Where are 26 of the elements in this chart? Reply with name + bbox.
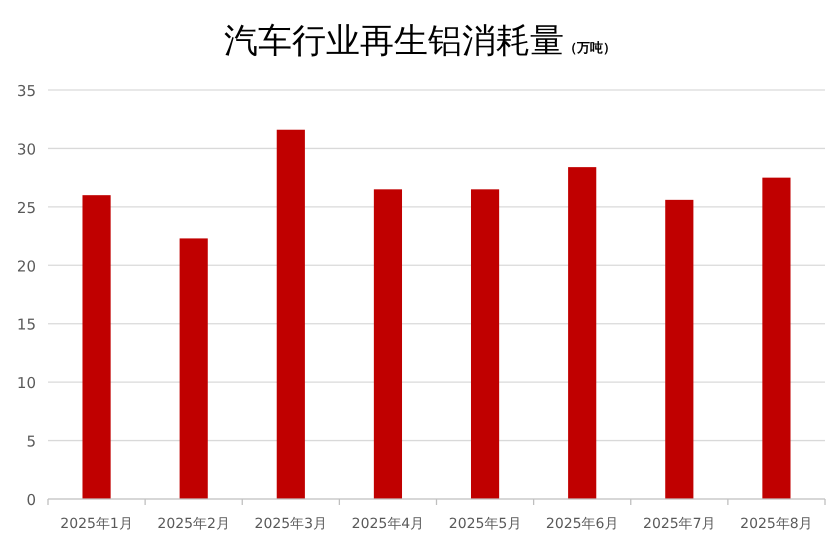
bar <box>180 238 208 499</box>
x-tick-label: 2025年8月 <box>740 516 813 532</box>
y-tick-label: 25 <box>16 198 36 217</box>
x-tick-label: 2025年4月 <box>352 516 424 532</box>
x-tick-label: 2025年7月 <box>643 516 716 532</box>
bar <box>276 130 305 499</box>
x-tick-label: 2025年2月 <box>157 516 230 532</box>
x-tick-label: 2025年5月 <box>448 516 522 532</box>
bar <box>665 200 694 499</box>
y-tick-label: 15 <box>16 316 36 334</box>
y-tick-label: 10 <box>16 374 36 392</box>
x-tick-label: 2025年3月 <box>254 516 328 532</box>
y-tick-label: 20 <box>16 257 36 276</box>
bar <box>82 195 111 499</box>
x-tick-label: 2025年1月 <box>60 516 133 532</box>
bar <box>568 167 596 499</box>
bar <box>374 189 402 499</box>
y-tick-label: 0 <box>26 491 36 509</box>
chart-title: 汽车行业再生铝消耗量 <box>224 21 564 61</box>
y-tick-label: 30 <box>16 140 36 158</box>
chart-subtitle: （万吨） <box>564 41 616 56</box>
y-tick-label: 35 <box>16 82 36 100</box>
x-tick-label: 2025年6月 <box>546 516 618 532</box>
bar <box>762 178 791 499</box>
bar <box>470 189 500 499</box>
y-tick-label: 5 <box>26 432 36 451</box>
